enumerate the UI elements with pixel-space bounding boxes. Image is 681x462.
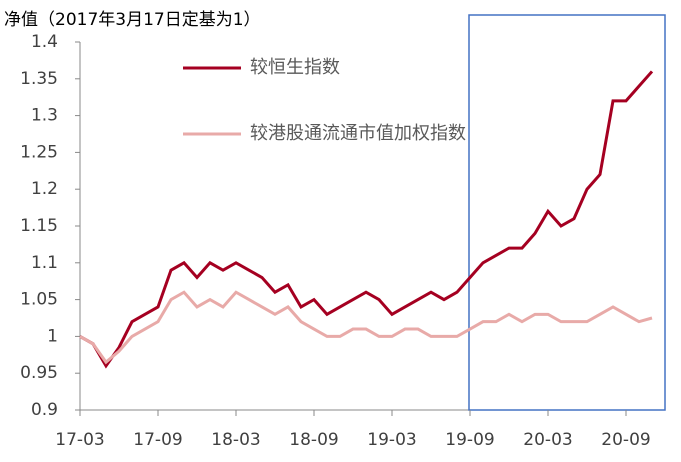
y-tick-label: 1.15: [20, 216, 58, 236]
series-line: [79, 290, 653, 365]
y-tick-label: 0.9: [31, 400, 58, 420]
highlight-box: [468, 14, 666, 411]
x-tick-label: 19-09: [445, 430, 494, 450]
x-tick-label: 18-03: [211, 430, 260, 450]
y-tick-label: 1.4: [31, 32, 58, 52]
legend-label: 较恒生指数: [250, 57, 340, 78]
x-tick-label: 17-03: [55, 430, 104, 450]
x-tick-label: 17-09: [133, 430, 182, 450]
x-tick-label: 20-09: [601, 430, 650, 450]
y-tick-label: 1.05: [20, 290, 58, 310]
x-tick-label: 19-03: [367, 430, 416, 450]
series-line: [79, 70, 654, 369]
y-tick-label: 1: [47, 326, 58, 346]
legend-label: 较港股通流通市值加权指数: [250, 123, 466, 144]
x-tick-label: 18-09: [289, 430, 338, 450]
y-tick-label: 1.1: [31, 253, 58, 273]
y-tick-label: 0.95: [20, 363, 58, 383]
x-tick-label: 20-03: [523, 430, 572, 450]
y-tick-label: 1.3: [31, 106, 58, 126]
y-tick-label: 1.35: [20, 69, 58, 89]
y-tick-label: 1.25: [20, 142, 58, 162]
chart-title: 净值（2017年3月17日定基为1）: [4, 10, 261, 30]
y-tick-label: 1.2: [31, 179, 58, 199]
